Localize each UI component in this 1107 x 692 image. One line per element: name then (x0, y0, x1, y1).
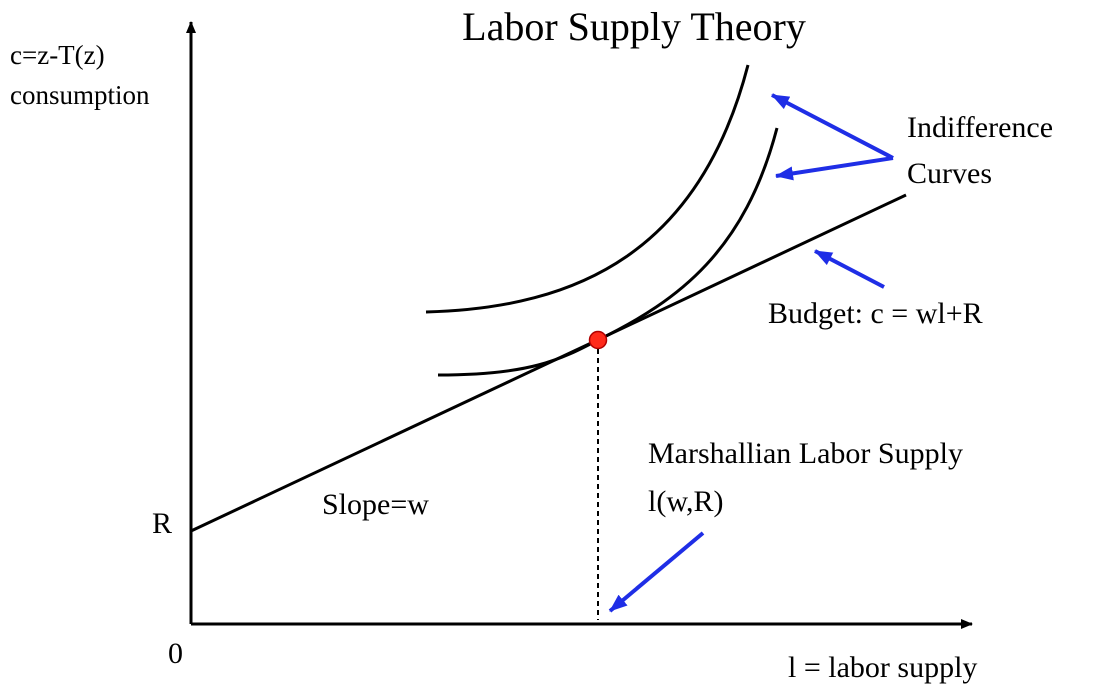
budget-label: Budget: c = wl+R (768, 297, 983, 330)
indifference-curve-lower (437, 127, 779, 377)
indifference-arrow-lower (775, 156, 894, 181)
intercept-label: R (152, 507, 172, 540)
y-axis-label-line2: consumption (10, 80, 150, 110)
indifference-label-line2: Curves (907, 157, 992, 190)
indifference-arrow-upper (771, 93, 894, 160)
indifference-curve-upper (425, 64, 750, 314)
marshallian-label-line1: Marshallian Labor Supply (648, 437, 963, 470)
marshallian-label-line2: l(w,R) (648, 485, 724, 518)
origin-label: 0 (168, 637, 183, 670)
slope-label: Slope=w (322, 488, 429, 521)
budget-arrow (814, 249, 885, 289)
optimal-point (588, 330, 608, 350)
diagram-title: Labor Supply Theory (462, 4, 806, 49)
marshallian-arrow (608, 531, 705, 613)
indifference-label-line1: Indifference (907, 111, 1053, 144)
x-axis-label: l = labor supply (788, 651, 977, 684)
y-axis-label-line1: c=z-T(z) (10, 40, 105, 70)
